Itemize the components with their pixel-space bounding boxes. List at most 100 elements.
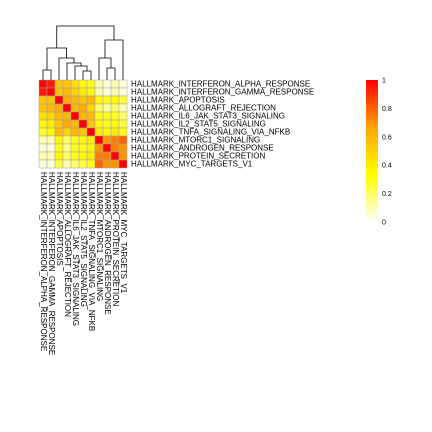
heatmap-cell bbox=[110, 87, 120, 97]
heatmap-cell bbox=[118, 87, 128, 97]
column-label: HALLMARK_ALLOGRAFT_REJECTION bbox=[63, 172, 72, 317]
row-label: HALLMARK_MTORC1_SIGNALING bbox=[131, 136, 260, 145]
heatmap-cell bbox=[62, 79, 72, 89]
heatmap-cell bbox=[94, 95, 104, 105]
color-legend-tick-label: 0 bbox=[382, 220, 386, 227]
heatmap-cell bbox=[110, 119, 120, 129]
row-label: HALLMARK_PROTEIN_SECRETION bbox=[131, 152, 265, 161]
heatmap-cell bbox=[46, 135, 56, 145]
heatmap-cell bbox=[86, 79, 96, 89]
dendrogram-link bbox=[74, 65, 88, 80]
row-label: HALLMARK_IL2_STAT5_SIGNALING bbox=[131, 120, 266, 129]
heatmap-cell bbox=[110, 127, 120, 137]
heatmap-cell bbox=[54, 159, 64, 169]
column-label: HALLMARK_MYC_TARGETS_V1 bbox=[119, 172, 128, 294]
heatmap-cell bbox=[110, 143, 120, 153]
heatmap-cell bbox=[38, 151, 48, 161]
heatmap-cell bbox=[46, 95, 56, 105]
heatmap-cell bbox=[118, 143, 128, 153]
dendrogram-link bbox=[106, 67, 116, 80]
heatmap-cell bbox=[70, 143, 80, 153]
color-legend: 0 0.2 0.4 0.6 0.8 1 bbox=[366, 78, 392, 227]
heatmap-cell bbox=[94, 159, 104, 169]
row-label: HALLMARK_MYC_TARGETS_V1 bbox=[131, 160, 253, 169]
heatmap-cell bbox=[118, 159, 128, 169]
color-legend-tick-label: 0.8 bbox=[382, 106, 392, 113]
heatmap-cell bbox=[102, 119, 112, 129]
dendrogram-link bbox=[42, 69, 52, 80]
row-label: HALLMARK_TNFA_SIGNALING_VIA_NFKB bbox=[131, 128, 290, 137]
dendrogram-link bbox=[82, 70, 92, 80]
heatmap-cell bbox=[46, 151, 56, 161]
heatmap-cell bbox=[118, 79, 128, 89]
heatmap-cell bbox=[62, 143, 72, 153]
heatmap-cell bbox=[70, 127, 80, 137]
heatmap-cell bbox=[78, 87, 88, 97]
heatmap-cell bbox=[62, 159, 72, 169]
heatmap-cell bbox=[78, 95, 88, 105]
heatmap-cell bbox=[118, 103, 128, 113]
column-label: HALLMARK_PROTEIN_SECRETION bbox=[111, 172, 120, 306]
dendrogram-link bbox=[46, 47, 67, 70]
heatmap-cell bbox=[38, 119, 48, 129]
column-label: HALLMARK_IL6_JAK_STAT3_SIGNALING bbox=[71, 172, 80, 326]
heatmap-cell bbox=[46, 119, 56, 129]
heatmap-cell bbox=[62, 87, 72, 97]
heatmap-cell bbox=[86, 95, 96, 105]
heatmap-cell bbox=[94, 127, 104, 137]
heatmap-cell bbox=[62, 95, 72, 105]
column-labels: HALLMARK_INTERFERON_ALPHA_RESPONSE HALLMA… bbox=[39, 172, 128, 355]
heatmap-cell bbox=[62, 103, 72, 113]
heatmap-cell bbox=[70, 95, 80, 105]
heatmap-cell bbox=[70, 79, 80, 89]
heatmap-cell bbox=[46, 143, 56, 153]
heatmap-cell bbox=[54, 135, 64, 145]
heatmap-cell bbox=[110, 159, 120, 169]
column-label: HALLMARK_INTERFERON_ALPHA_RESPONSE bbox=[39, 172, 48, 351]
heatmap-cell bbox=[38, 143, 48, 153]
heatmap-cell bbox=[78, 127, 88, 137]
heatmap-cell bbox=[78, 143, 88, 153]
heatmap-cell bbox=[118, 95, 128, 105]
heatmap-cell bbox=[102, 143, 112, 153]
heatmap-cell bbox=[86, 103, 96, 113]
heatmap-cell bbox=[110, 151, 120, 161]
dendrogram-link bbox=[66, 62, 82, 80]
heatmap-cell bbox=[70, 103, 80, 113]
heatmap-cell bbox=[78, 159, 88, 169]
heatmap-cell bbox=[54, 143, 64, 153]
heatmap-cell bbox=[62, 127, 72, 137]
dendrogram-link bbox=[104, 39, 124, 80]
heatmap-cell bbox=[118, 119, 128, 129]
heatmap-cell bbox=[46, 127, 56, 137]
heatmap-cell bbox=[86, 111, 96, 121]
column-label: HALLMARK_INTERFERON_GAMMA_RESPONSE bbox=[47, 172, 56, 355]
heatmap-cell bbox=[54, 79, 64, 89]
column-label: HALLMARK_APOPTOSIS bbox=[55, 172, 64, 266]
heatmap-cell bbox=[118, 151, 128, 161]
column-dendrogram bbox=[42, 25, 124, 80]
heatmap-cell bbox=[102, 103, 112, 113]
heatmap-cells bbox=[38, 79, 128, 169]
heatmap-cell bbox=[102, 151, 112, 161]
heatmap-cell bbox=[86, 87, 96, 97]
heatmap-cell bbox=[70, 87, 80, 97]
heatmap-cell bbox=[78, 79, 88, 89]
heatmap-cell bbox=[110, 103, 120, 113]
row-label: HALLMARK_APOPTOSIS bbox=[131, 96, 225, 105]
heatmap-cell bbox=[102, 95, 112, 105]
heatmap-cell bbox=[46, 79, 56, 89]
dendrogram-link bbox=[58, 57, 75, 80]
heatmap-cell bbox=[54, 151, 64, 161]
heatmap-cell bbox=[62, 151, 72, 161]
heatmap-cell bbox=[118, 127, 128, 137]
heatmap-cell bbox=[78, 103, 88, 113]
heatmap-cell bbox=[38, 159, 48, 169]
heatmap-cell bbox=[94, 111, 104, 121]
row-labels: HALLMARK_INTERFERON_ALPHA_RESPONSEHALLMA… bbox=[131, 80, 314, 169]
heatmap-cell bbox=[94, 79, 104, 89]
heatmap-cell bbox=[54, 119, 64, 129]
row-label: HALLMARK_INTERFERON_GAMMA_RESPONSE bbox=[131, 88, 314, 97]
heatmap-cell bbox=[94, 119, 104, 129]
